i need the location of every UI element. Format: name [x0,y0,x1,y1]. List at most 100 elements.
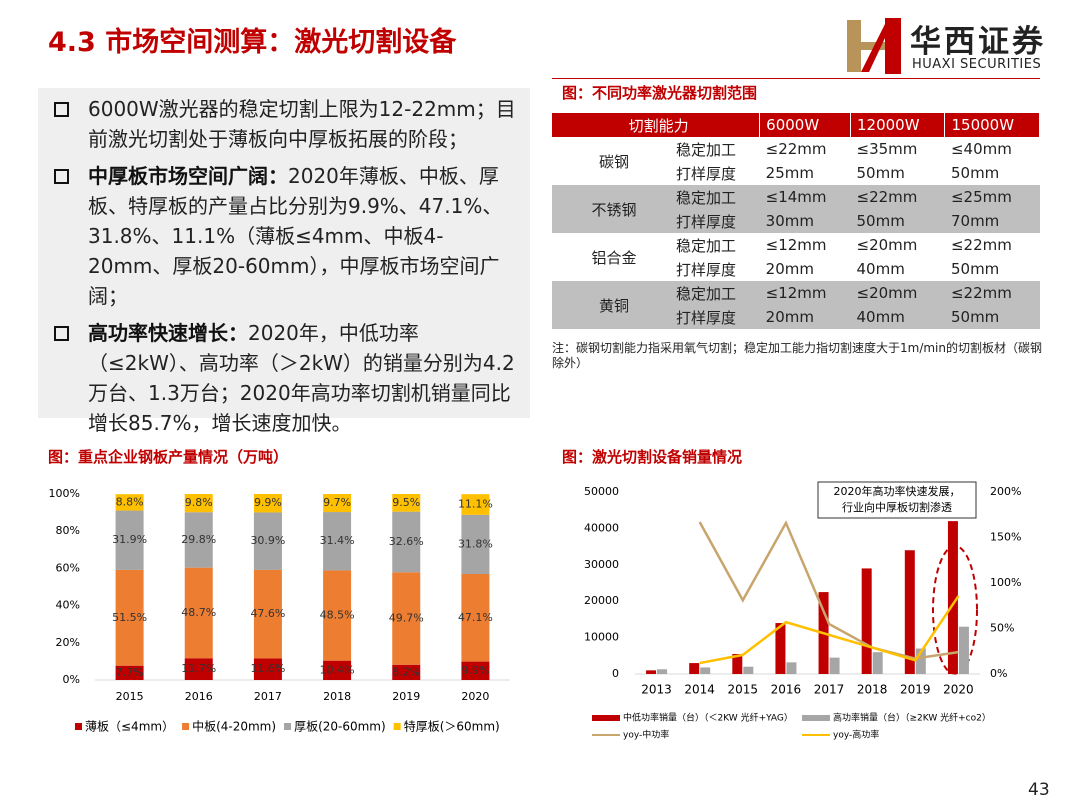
bar [829,657,840,674]
x-tick-label: 2018 [857,683,888,697]
x-tick-label: 2017 [814,683,845,697]
bar-segment [253,658,282,680]
data-label: 9.7% [323,496,351,509]
data-label: 51.5% [112,611,147,624]
x-tick-label: 2019 [392,690,420,703]
bar-segment [323,660,352,680]
table-cell: ≤14mm [759,185,851,209]
table-cell: 打样厚度 [676,260,737,279]
legend-label: yoy-高功率 [833,729,879,741]
y-tick-label: 0% [63,673,80,686]
table-cell: 40mm [856,260,905,278]
line [699,595,960,665]
table-cell: ≤12mm [759,281,851,305]
data-label: 9.9% [254,496,282,509]
table-cell: ≤25mm [944,185,1040,209]
bar-segment [115,494,144,511]
table-row: 碳钢 稳定加工 ≤22mm ≤35mm ≤40mm [552,137,1040,171]
header-cell: 12000W [850,113,946,137]
bar-segment [323,570,352,661]
bullet: 中厚板市场空间广阔：2020年薄板、中板、厚板、特厚板的产量占比分别为9.9%、… [50,161,520,311]
bar-segment [115,510,144,570]
y-tick-label: 50000 [584,485,619,498]
bar-segment [184,567,213,659]
legend-swatch [75,723,82,730]
header-cell: 切割能力 [552,113,761,137]
legend-swatch [592,715,620,721]
data-label: 48.7% [181,606,216,619]
bar [775,623,786,674]
bar [915,648,926,674]
table-cell: ≤20mm [850,281,945,305]
line [698,520,959,660]
table-row: 铝合金 稳定加工 ≤12mm ≤20mm ≤22mm [552,233,1040,267]
bullet: 高功率快速增长：2020年，中低功率（≤2kW）、高功率（＞2kW）的销量分别为… [50,318,520,438]
data-label: 8.8% [116,495,144,508]
y-tick-label: 60% [56,561,80,574]
bar-segment [392,494,421,512]
bar [700,667,711,674]
chart-title: 图：重点企业钢板产量情况（万吨） [48,448,289,466]
table-cell: 20mm [765,260,814,278]
table-cell: ≤22mm [944,281,1040,305]
table-cell: 稳定加工 [676,140,737,159]
table-cell: 50mm [950,164,1000,182]
legend-label: 中板(4-20mm) [192,719,276,734]
y-tick-label: 40% [56,599,80,612]
material-cell: 不锈钢 [552,185,670,233]
logo-mark [847,18,901,74]
bar-segment [461,661,490,680]
bullet-text: 2020年薄板、中板、厚板、特厚板的产量占比分别为9.9%、47.1%、31.8… [88,164,503,308]
bar [689,663,700,674]
data-label: 29.8% [181,533,216,546]
legend-label: 厚板(20-60mm) [294,720,386,734]
table-cell: 30mm [759,209,851,233]
table-cell: ≤12mm [765,236,827,254]
range-table: 切割能力 6000W 12000W 15000W 碳钢 稳定加工 ≤22mm ≤35mm ≤40… [552,113,1040,329]
table-cell: 50mm [950,260,1000,278]
data-label: 8.2% [392,665,420,678]
logo-subtext: HUAXI SECURITIES [912,57,1042,72]
table-cell: ≤35mm [856,140,918,158]
legend-label: 薄板（≤4mm） [85,719,174,734]
legend-swatch [802,715,830,721]
x-tick-label: 2020 [461,690,489,703]
data-label: 9.8% [185,496,213,509]
bar [786,662,797,674]
bullet-marker [54,102,69,117]
table-cell: 70mm [944,209,1040,233]
y-tick-label: 0 [612,667,619,680]
bar [657,669,668,674]
data-label: 9.5% [392,496,420,509]
table-cell: 打样厚度 [670,305,760,329]
table-cell: 稳定加工 [670,185,760,209]
material-cell: 铝合金 [591,248,637,267]
divider [552,78,1040,79]
table-cell: 稳定加工 [676,236,737,255]
x-tick-label: 2015 [116,690,144,703]
annotation: 行业向中厚板切割渗透 [842,500,952,514]
x-tick-label: 2016 [771,683,802,697]
table-title: 图：不同功率激光器切割范围 [562,84,758,102]
bar-segment [184,658,213,680]
bar-segment [253,494,282,513]
y2-tick-label: 150% [990,531,1021,544]
bar-segment [184,494,213,513]
x-tick-label: 2017 [254,690,282,703]
table-row: 黄铜 稳定加工 ≤12mm ≤20mm ≤22mm [552,281,1040,329]
data-label: 11.7% [181,662,216,675]
x-tick-label: 2014 [684,683,715,697]
legend-swatch [182,723,190,730]
bullet-box: 6000W激光器的稳定切割上限为12-22mm；目前激光切割处于薄板向中厚板拓展… [38,88,530,435]
data-label: 47.1% [458,611,493,624]
data-label: 48.5% [320,609,355,622]
table-cell: 50mm [944,305,1040,329]
data-label: 30.9% [250,534,285,547]
bullet-text: 6000W激光器的稳定切割上限为12-22mm；目前激光切割处于薄板向中厚板拓展… [88,97,516,151]
bar [872,652,883,674]
legend-label: 高功率销量（台）（≥2KW 光纤+co2） [833,712,991,724]
bar-segment [115,665,144,680]
header-cell: 15000W [944,113,1040,137]
data-label: 47.6% [250,607,285,620]
bullet-text: 2020年，中低功率（≤2kW）、高功率（＞2kW）的销量分别为4.2万台、1.… [88,321,515,435]
